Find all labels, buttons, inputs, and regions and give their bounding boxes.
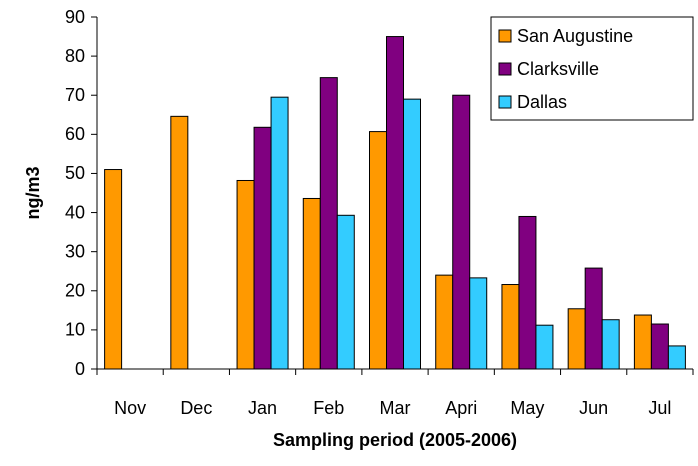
bar (236, 179, 255, 370)
legend-label: San Augustine (517, 26, 633, 46)
y-tick-label: 30 (65, 241, 85, 261)
bar (633, 314, 652, 370)
legend-swatch (498, 95, 512, 109)
bar (336, 214, 355, 370)
x-tick-label: Apri (445, 398, 477, 418)
y-tick-label: 60 (65, 124, 85, 144)
y-tick-label: 40 (65, 202, 85, 222)
legend-swatch (498, 62, 512, 76)
legend-swatch (498, 29, 512, 43)
x-tick-label: Jan (248, 398, 277, 418)
bar (650, 323, 669, 370)
bar (584, 267, 603, 370)
y-tick-label: 90 (65, 7, 85, 27)
bar (535, 324, 554, 370)
bar (567, 308, 586, 370)
bar (170, 115, 189, 370)
x-tick-label: Jun (579, 398, 608, 418)
x-tick-label: Feb (313, 398, 344, 418)
legend-label: Clarksville (517, 59, 599, 79)
bar (601, 319, 620, 370)
bar (253, 126, 272, 370)
x-tick-label: Mar (380, 398, 411, 418)
bar (403, 98, 421, 370)
bar (369, 131, 387, 370)
y-tick-label: 20 (65, 281, 85, 301)
y-axis-title: ng/m3 (23, 166, 43, 219)
legend-box (490, 16, 694, 121)
legend-label: Dallas (517, 92, 567, 112)
bar (452, 94, 471, 370)
bar (501, 284, 520, 370)
y-tick-label: 80 (65, 46, 85, 66)
x-tick-label: Dec (180, 398, 212, 418)
bar (302, 197, 321, 370)
x-axis-title: Sampling period (2005-2006) (273, 430, 517, 450)
y-tick-label: 50 (65, 163, 85, 183)
bar (386, 36, 404, 370)
bar (435, 274, 454, 370)
x-tick-label: Jul (648, 398, 671, 418)
bar (319, 77, 338, 370)
bar (667, 345, 686, 370)
bar (270, 96, 289, 370)
bar (469, 277, 488, 370)
x-tick-label: Nov (114, 398, 146, 418)
y-tick-label: 10 (65, 320, 85, 340)
y-tick-label: 70 (65, 85, 85, 105)
bar (518, 215, 537, 370)
bar (104, 169, 123, 370)
y-tick-label: 0 (75, 359, 85, 379)
x-tick-label: May (510, 398, 544, 418)
